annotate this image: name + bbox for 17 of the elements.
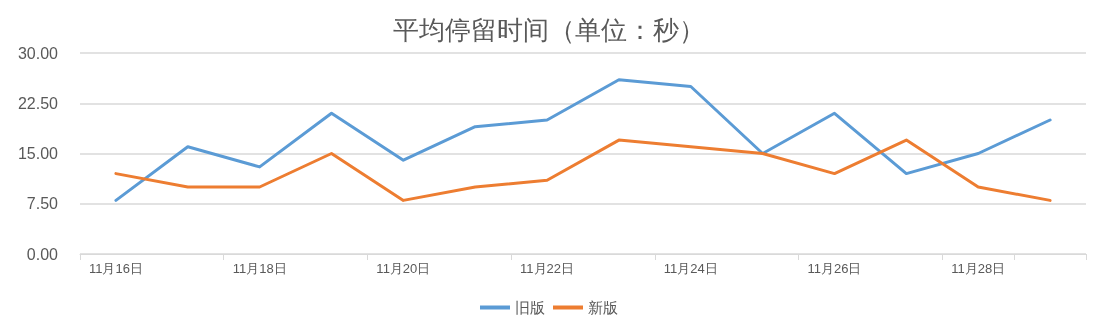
y-tick-label: 15.00 bbox=[17, 145, 59, 162]
line-series bbox=[114, 138, 1052, 202]
x-tick-label: 11月24日 bbox=[663, 261, 718, 276]
x-tick-label: 11月20日 bbox=[376, 261, 431, 276]
legend-label: 旧版 bbox=[515, 299, 545, 316]
y-tick-label: 0.00 bbox=[26, 245, 59, 263]
x-tick-label: 11月18日 bbox=[232, 261, 287, 276]
x-tick-label: 11月26日 bbox=[807, 261, 862, 276]
chart-title: 平均停留时间（单位：秒） bbox=[393, 15, 705, 45]
x-tick-label: 11月16日 bbox=[88, 261, 143, 276]
line-series bbox=[114, 78, 1052, 202]
y-tick-label: 22.50 bbox=[17, 94, 59, 112]
x-tick-label: 11月28日 bbox=[951, 261, 1006, 276]
legend-label: 新版 bbox=[588, 299, 618, 316]
x-tick-label: 11月22日 bbox=[520, 261, 575, 276]
y-tick-label: 30.00 bbox=[17, 44, 59, 62]
y-tick-label: 7.50 bbox=[26, 195, 59, 213]
